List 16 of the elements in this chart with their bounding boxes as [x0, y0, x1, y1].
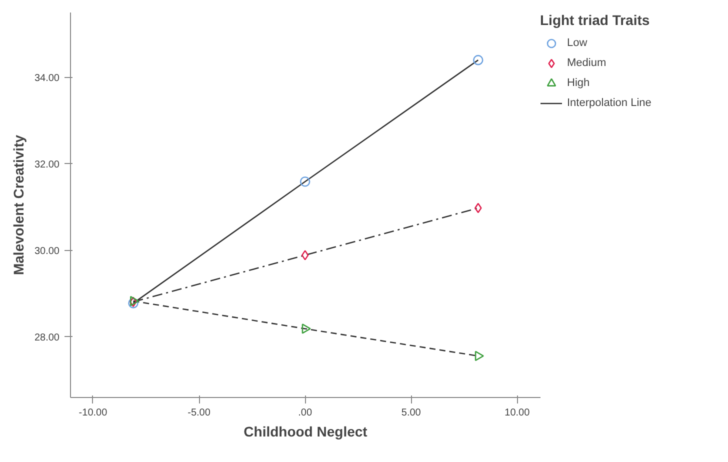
legend-label: Low: [567, 36, 588, 50]
y-axis-title: Malevolent Creativity: [10, 134, 26, 276]
x-tick-label: 5.00: [401, 408, 422, 418]
y-tick-label: 30.00: [34, 246, 60, 257]
y-tick-label: 32.00: [34, 159, 60, 170]
y-tick-label: 28.00: [34, 332, 60, 344]
legend-label: Interpolation Line: [567, 96, 652, 110]
legend-label: High: [567, 76, 590, 90]
x-tick-label: -10.00: [78, 408, 108, 418]
x-axis-title: Childhood Neglect: [244, 424, 368, 440]
legend-label: Medium: [567, 56, 606, 70]
y-tick-label: 34.00: [34, 72, 60, 84]
x-tick-label: -5.00: [188, 408, 211, 418]
x-tick-label: 10.00: [504, 408, 530, 418]
legend-title: Light triad Traits: [540, 12, 651, 28]
x-tick-label: .00: [298, 408, 312, 418]
